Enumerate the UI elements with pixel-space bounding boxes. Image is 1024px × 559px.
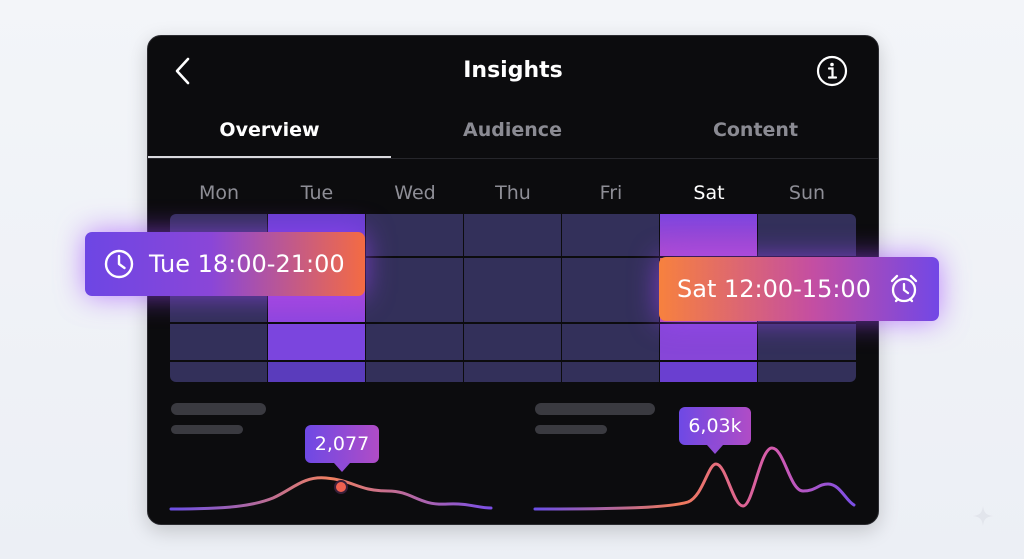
- heatmap-cell[interactable]: [268, 362, 365, 382]
- tab-audience[interactable]: Audience: [463, 119, 562, 141]
- peak-time-label-sat: Sat 12:00-15:00: [677, 275, 871, 303]
- heatmap-cell[interactable]: [464, 324, 561, 360]
- tooltip-pointer: [707, 445, 723, 454]
- peak-time-pill-sat[interactable]: Sat 12:00-15:00: [659, 257, 939, 321]
- day-label-fri: Fri: [599, 182, 623, 204]
- sparkle-icon: [973, 506, 993, 526]
- sparkline-charts: [169, 446, 856, 511]
- alarm-clock-icon: [890, 274, 918, 303]
- day-label-wed: Wed: [394, 182, 436, 204]
- page-title: Insights: [463, 58, 563, 83]
- left-sparkline-point: [334, 480, 348, 494]
- heatmap-cell[interactable]: [464, 214, 561, 256]
- weekday-header: Mon Tue Wed Thu Fri Sat Sun: [170, 182, 856, 212]
- heatmap-cell[interactable]: [562, 362, 659, 382]
- heatmap-cell[interactable]: [268, 324, 365, 360]
- right-sparkline: [533, 446, 856, 511]
- heatmap-cell[interactable]: [758, 214, 856, 256]
- left-sparkline: [169, 476, 493, 511]
- right-chart-tooltip: 6,03k: [679, 407, 751, 445]
- day-label-tue: Tue: [300, 182, 334, 204]
- back-button[interactable]: [168, 56, 198, 86]
- heatmap-cell[interactable]: [170, 362, 267, 382]
- day-label-thu: Thu: [495, 182, 531, 204]
- placeholder-line: [535, 425, 607, 434]
- placeholder-line: [535, 403, 655, 415]
- heatmap-cell[interactable]: [660, 324, 757, 360]
- heatmap-cell[interactable]: [758, 362, 856, 382]
- heatmap-cell[interactable]: [366, 214, 463, 256]
- peak-time-pill-tue[interactable]: Tue 18:00-21:00: [85, 232, 365, 296]
- heatmap-cell[interactable]: [464, 362, 561, 382]
- tab-content[interactable]: Content: [712, 119, 799, 141]
- clock-icon: [104, 249, 134, 279]
- heatmap-cell[interactable]: [366, 362, 463, 382]
- placeholder-line: [171, 403, 266, 415]
- heatmap-cell[interactable]: [660, 362, 757, 382]
- header: Insights: [148, 36, 878, 108]
- day-label-sun: Sun: [788, 182, 826, 204]
- active-tab-indicator: [148, 156, 391, 158]
- tab-bar: Overview Audience Content: [148, 112, 878, 159]
- day-label-mon: Mon: [198, 182, 240, 204]
- chevron-left-icon: [175, 57, 190, 85]
- info-circle-icon: [816, 55, 848, 87]
- tab-overview[interactable]: Overview: [219, 119, 320, 141]
- placeholder-line: [171, 425, 243, 434]
- heatmap-cell[interactable]: [758, 324, 856, 360]
- heatmap-cell[interactable]: [366, 324, 463, 360]
- heatmap-cell[interactable]: [562, 324, 659, 360]
- heatmap-cell[interactable]: [170, 324, 267, 360]
- day-label-sat: Sat: [693, 182, 725, 204]
- heatmap-cell[interactable]: [660, 214, 757, 256]
- heatmap-cell[interactable]: [562, 214, 659, 256]
- heatmap-cell[interactable]: [562, 258, 659, 322]
- heatmap-cell[interactable]: [464, 258, 561, 322]
- tooltip-pointer: [334, 463, 350, 472]
- heatmap-cell[interactable]: [366, 258, 463, 322]
- info-button[interactable]: [816, 55, 848, 87]
- left-chart-tooltip: 2,077: [305, 425, 379, 463]
- peak-time-label-tue: Tue 18:00-21:00: [149, 250, 345, 278]
